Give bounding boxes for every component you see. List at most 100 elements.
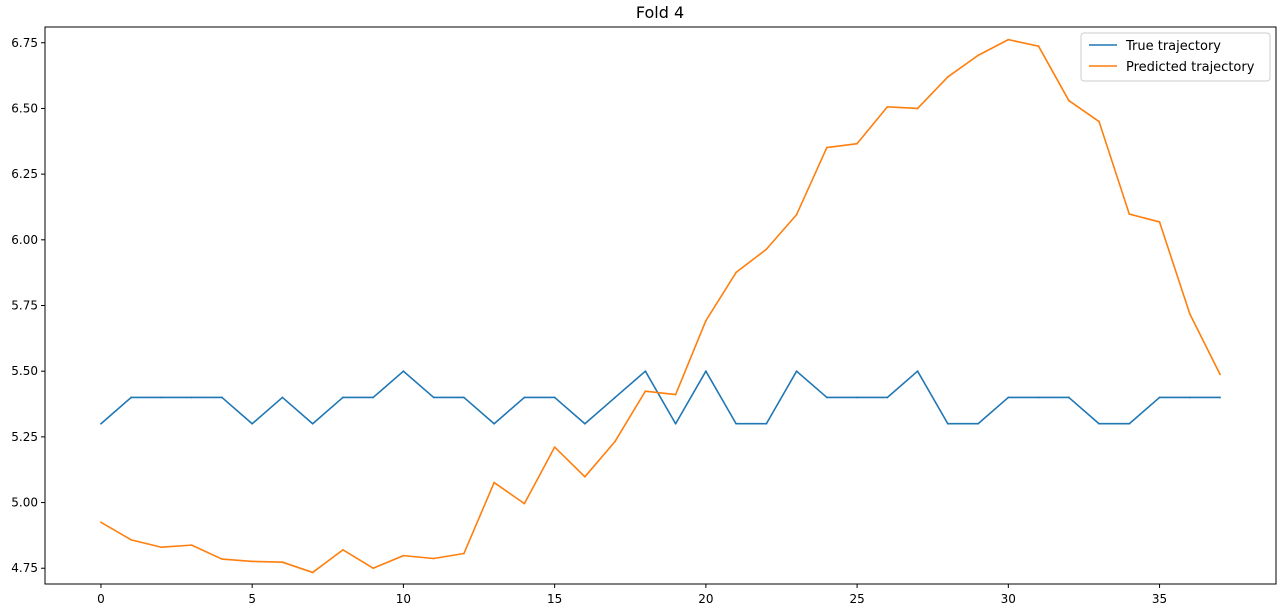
true-trajectory-point	[614, 396, 617, 399]
y-tick-label: 6.50	[11, 101, 38, 115]
true-trajectory-point	[553, 396, 556, 399]
y-tick-label: 5.00	[11, 496, 38, 510]
x-tick-label: 25	[849, 592, 864, 606]
true-trajectory-point	[1098, 422, 1100, 425]
true-trajectory-point	[311, 422, 314, 425]
predicted-trajectory-point	[160, 546, 163, 549]
x-tick-label: 20	[698, 592, 713, 606]
true-trajectory-point	[583, 422, 586, 425]
true-trajectory-point	[795, 370, 798, 373]
y-tick-label: 4.75	[11, 561, 38, 575]
true-trajectory-point	[1188, 396, 1191, 399]
true-trajectory-point	[735, 422, 738, 425]
legend-label: Predicted trajectory	[1126, 60, 1255, 75]
predicted-trajectory-point	[946, 76, 949, 78]
true-trajectory-point	[674, 422, 677, 425]
y-axis: 4.75 5.00 5.25 5.50 5.75 6.00 6.25 6.50 6.75	[11, 36, 45, 575]
series-layer	[100, 38, 1221, 574]
true-trajectory-point	[100, 422, 102, 425]
y-tick-label: 5.50	[11, 364, 38, 378]
predicted-trajectory-point	[1007, 38, 1010, 41]
x-tick-label: 30	[1001, 592, 1016, 606]
y-tick-label: 6.25	[11, 167, 38, 181]
true-trajectory-point	[190, 396, 193, 399]
true-trajectory-point	[1219, 396, 1221, 399]
true-trajectory-point	[130, 396, 133, 399]
predicted-trajectory-line	[100, 38, 1221, 574]
predicted-trajectory-point	[281, 561, 284, 564]
predicted-trajectory-point	[856, 142, 858, 145]
true-trajectory-point	[704, 370, 707, 373]
predicted-trajectory-point	[1098, 120, 1100, 123]
predicted-trajectory-point	[463, 552, 465, 555]
predicted-trajectory-point	[372, 567, 375, 570]
legend-label: True trajectory	[1125, 39, 1221, 54]
predicted-trajectory-point	[402, 554, 405, 557]
predicted-trajectory-point	[916, 107, 919, 110]
true-trajectory-point	[1128, 422, 1131, 425]
predicted-trajectory-point	[886, 105, 889, 108]
true-trajectory-point	[432, 396, 435, 399]
predicted-trajectory-point	[977, 54, 979, 57]
y-tick-label: 5.75	[11, 299, 38, 313]
true-trajectory-point	[1037, 396, 1040, 399]
true-trajectory-point	[251, 422, 254, 425]
x-tick-label: 0	[97, 592, 105, 606]
predicted-trajectory-point	[1037, 45, 1040, 48]
true-trajectory-point	[765, 422, 768, 425]
predicted-trajectory-point	[1158, 221, 1161, 223]
true-trajectory-point	[493, 422, 496, 425]
x-tick-label: 35	[1152, 592, 1167, 606]
predicted-trajectory-point	[1067, 99, 1070, 102]
y-tick-label: 6.75	[11, 36, 38, 50]
predicted-trajectory-point	[190, 544, 193, 547]
true-trajectory-point	[342, 396, 344, 399]
predicted-trajectory-point	[583, 475, 586, 478]
x-tick-label: 10	[396, 592, 411, 606]
predicted-trajectory-point	[342, 548, 344, 551]
true-trajectory-point	[825, 396, 828, 399]
predicted-trajectory-point	[614, 440, 617, 443]
predicted-trajectory-point	[1188, 313, 1191, 315]
predicted-trajectory-point	[221, 558, 223, 560]
predicted-trajectory-point	[523, 502, 526, 505]
x-tick-label: 5	[248, 592, 256, 606]
y-tick-label: 6.00	[11, 233, 38, 247]
true-trajectory-point	[977, 422, 979, 425]
true-trajectory-point	[523, 396, 526, 399]
predicted-trajectory-point	[130, 538, 133, 541]
true-trajectory-point	[221, 396, 223, 399]
true-trajectory-line	[100, 370, 1221, 425]
legend: True trajectory Predicted trajectory	[1080, 32, 1271, 82]
predicted-trajectory-point	[765, 248, 768, 251]
predicted-trajectory-point	[704, 319, 707, 322]
predicted-trajectory-point	[735, 271, 738, 274]
true-trajectory-point	[1067, 396, 1070, 399]
predicted-trajectory-point	[825, 146, 828, 149]
true-trajectory-point	[281, 396, 284, 399]
true-trajectory-point	[1007, 396, 1010, 399]
predicted-trajectory-point	[311, 571, 314, 574]
true-trajectory-point	[946, 422, 949, 425]
legend-box	[1080, 32, 1271, 82]
predicted-trajectory-point	[100, 521, 102, 524]
true-trajectory-point	[644, 370, 647, 373]
predicted-trajectory-point	[553, 446, 556, 449]
predicted-trajectory-point	[432, 557, 435, 560]
predicted-trajectory-point	[795, 213, 798, 216]
true-trajectory-point	[886, 396, 889, 399]
true-trajectory-point	[463, 396, 465, 399]
y-tick-label: 5.25	[11, 430, 38, 444]
predicted-trajectory-point	[493, 481, 496, 484]
predicted-trajectory-point	[674, 393, 677, 396]
x-axis: 0 5 10 15 20 25 30 35	[97, 584, 1167, 606]
x-tick-label: 15	[547, 592, 562, 606]
predicted-trajectory-point	[251, 560, 254, 563]
true-trajectory-point	[160, 396, 163, 399]
chart-title: Fold 4	[636, 3, 684, 22]
predicted-trajectory-point	[644, 390, 647, 393]
true-trajectory-point	[402, 370, 405, 373]
true-trajectory-point	[916, 370, 919, 373]
